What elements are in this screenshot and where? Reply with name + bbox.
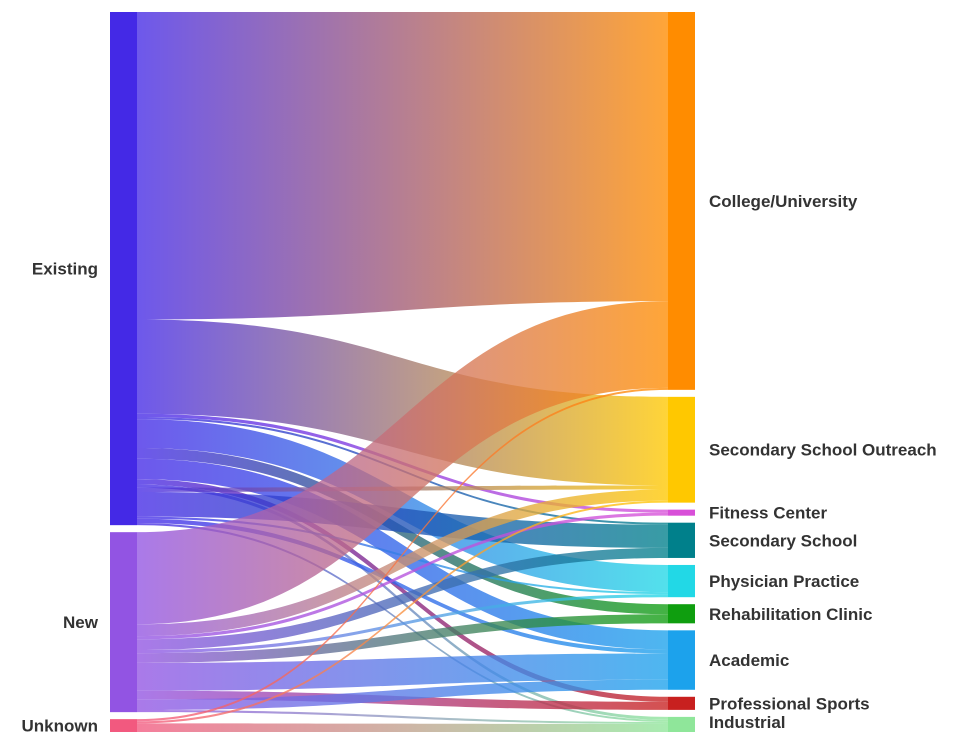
node-secondary-school <box>668 522 695 558</box>
node-industrial <box>668 716 695 732</box>
links-layer <box>137 12 668 732</box>
link-new-to-physician-practice <box>137 594 668 654</box>
link-new-to-secondary-school-outreach <box>137 489 668 637</box>
node-college-university <box>668 12 695 390</box>
link-new-to-secondary-school <box>137 547 668 651</box>
node-physician-practice <box>668 564 695 598</box>
node-rehabilitation-clinic <box>668 604 695 624</box>
link-new-to-fitness-center <box>137 512 668 640</box>
nodes-layer <box>110 12 695 732</box>
link-unknown-to-industrial <box>137 723 668 732</box>
link-existing-to-college-university <box>137 12 668 320</box>
link-existing-to-academic <box>137 518 668 654</box>
link-existing-to-professional-sports <box>137 479 668 702</box>
label-new: New <box>63 613 99 632</box>
label-professional-sports: Professional Sports <box>709 694 870 713</box>
link-unknown-to-college-university <box>137 387 668 722</box>
label-secondary-school: Secondary School <box>709 531 857 550</box>
label-industrial: Industrial <box>709 713 786 732</box>
label-rehabilitation-clinic: Rehabilitation Clinic <box>709 605 872 624</box>
label-unknown: Unknown <box>22 717 99 736</box>
node-new <box>110 532 137 713</box>
link-new-to-professional-sports <box>137 690 668 710</box>
link-new-to-industrial <box>137 710 668 724</box>
link-new-to-rehabilitation-clinic <box>137 614 668 663</box>
label-existing: Existing <box>32 260 98 279</box>
labels-layer: Existing New Unknown College/University Seco… <box>22 192 937 736</box>
node-existing <box>110 12 137 526</box>
label-academic: Academic <box>709 651 789 670</box>
node-secondary-school-outreach <box>668 396 695 503</box>
node-fitness-center <box>668 509 695 516</box>
label-fitness-center: Fitness Center <box>709 504 827 523</box>
link-existing-to-secondary-school <box>137 491 668 548</box>
node-unknown <box>110 719 137 732</box>
label-physician-practice: Physician Practice <box>709 572 859 591</box>
label-secondary-school-outreach: Secondary School Outreach <box>709 441 937 460</box>
link-new-to-academic <box>137 679 668 711</box>
node-professional-sports <box>668 696 695 710</box>
node-academic <box>668 630 695 690</box>
link-existing-to-secondary-school-outreach <box>137 319 668 486</box>
link-new-to-college-university <box>137 301 668 625</box>
link-new-to-academic <box>137 653 668 691</box>
link-unknown-to-secondary-school-outreach <box>137 500 668 724</box>
label-college-university: College/University <box>709 192 858 211</box>
